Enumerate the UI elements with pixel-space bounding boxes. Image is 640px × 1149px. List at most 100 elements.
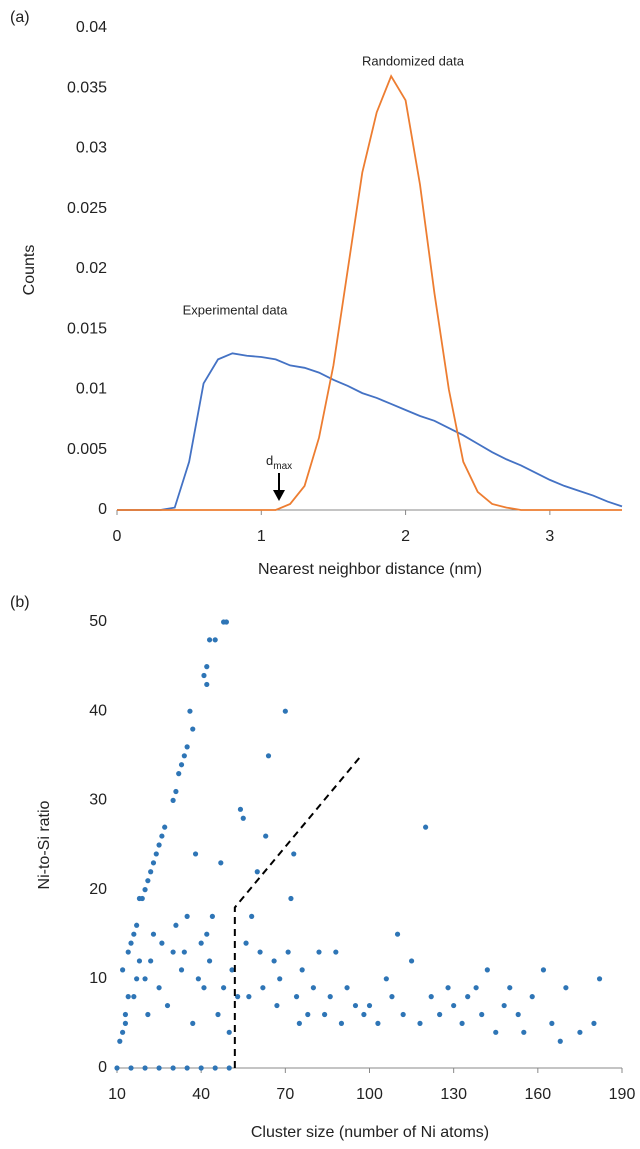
point — [170, 1065, 176, 1071]
point — [344, 985, 350, 991]
point — [263, 833, 269, 839]
point — [400, 1011, 406, 1018]
point — [218, 860, 224, 866]
point — [417, 1020, 423, 1026]
point — [473, 985, 479, 991]
x-tick-label: 190 — [609, 1086, 636, 1103]
point — [316, 949, 322, 955]
point — [563, 985, 569, 991]
point — [198, 940, 204, 946]
point — [257, 949, 263, 955]
point — [423, 824, 429, 830]
point — [131, 931, 137, 937]
point — [142, 976, 148, 982]
point — [114, 1065, 120, 1071]
y-tick-label: 0.03 — [76, 140, 107, 157]
point — [493, 1029, 499, 1035]
point — [322, 1011, 328, 1018]
point — [271, 958, 277, 964]
point — [507, 985, 513, 991]
point — [173, 788, 179, 795]
point — [148, 958, 154, 964]
point — [209, 913, 215, 919]
point — [117, 1038, 123, 1044]
point — [150, 860, 157, 866]
point — [134, 922, 140, 928]
point — [142, 1065, 148, 1071]
data-line — [117, 352, 623, 511]
point — [187, 708, 193, 714]
point — [128, 940, 134, 946]
point — [122, 1011, 129, 1018]
point — [134, 976, 140, 982]
point — [159, 940, 165, 946]
point — [591, 1020, 597, 1026]
x-tick-label: 160 — [524, 1086, 551, 1103]
x-tick-label: 3 — [545, 528, 554, 545]
point — [383, 976, 389, 982]
x-axis-label: Cluster size (number of Ni atoms) — [251, 1124, 489, 1141]
marker-label: dmax — [266, 453, 292, 471]
point — [459, 1020, 465, 1026]
point — [204, 664, 210, 670]
y-tick-label: 0.015 — [67, 320, 107, 337]
x-tick-label: 0 — [113, 528, 122, 545]
y-tick-label: 30 — [89, 792, 107, 809]
y-tick-label: 40 — [89, 702, 107, 719]
point — [226, 1065, 232, 1071]
point — [184, 913, 190, 919]
point — [190, 726, 196, 732]
x-tick-label: 70 — [276, 1086, 294, 1103]
point — [162, 824, 168, 830]
point — [173, 922, 179, 928]
point — [204, 681, 210, 688]
point — [195, 976, 201, 982]
y-tick-label: 50 — [89, 613, 107, 630]
point — [237, 806, 244, 812]
point — [596, 976, 603, 982]
point — [201, 985, 207, 991]
point — [159, 833, 165, 839]
threshold-line — [233, 755, 362, 1068]
point — [229, 967, 235, 973]
point — [221, 985, 227, 991]
y-axis-label: Counts — [21, 245, 38, 296]
point — [333, 949, 339, 955]
point — [181, 753, 187, 759]
point — [215, 1011, 221, 1018]
point — [305, 1011, 311, 1018]
point — [170, 797, 176, 804]
point — [206, 637, 213, 643]
point — [145, 878, 151, 884]
point — [125, 994, 131, 1000]
annotation: Randomized data — [362, 53, 465, 68]
point — [142, 887, 148, 893]
point — [277, 976, 283, 982]
point — [274, 1002, 280, 1009]
point — [156, 985, 162, 991]
data-line — [117, 74, 622, 511]
y-tick-label: 20 — [89, 881, 107, 898]
point — [254, 869, 260, 875]
point — [184, 1065, 190, 1071]
point — [201, 672, 207, 679]
point — [178, 762, 185, 768]
panel-label: (b) — [10, 594, 30, 611]
y-tick-label: 0.005 — [67, 441, 107, 458]
y-tick-label: 10 — [89, 970, 107, 987]
point — [249, 913, 255, 919]
x-tick-label: 10 — [108, 1086, 126, 1103]
point — [198, 1065, 204, 1071]
x-tick-label: 100 — [356, 1086, 383, 1103]
point — [361, 1011, 367, 1018]
marker-label-sub: max — [273, 461, 292, 472]
point — [445, 985, 451, 991]
point — [120, 967, 126, 973]
point — [327, 994, 333, 1000]
point — [437, 1011, 443, 1018]
point — [176, 771, 182, 777]
point — [529, 994, 535, 1000]
point — [484, 967, 490, 973]
point — [394, 931, 401, 937]
